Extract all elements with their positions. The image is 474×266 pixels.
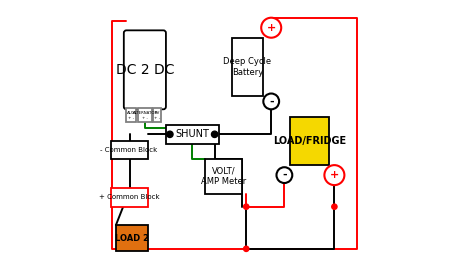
FancyBboxPatch shape [138, 108, 152, 122]
FancyBboxPatch shape [166, 125, 219, 144]
Circle shape [211, 131, 218, 138]
Circle shape [261, 18, 281, 38]
FancyBboxPatch shape [110, 188, 147, 207]
Circle shape [264, 94, 279, 109]
Circle shape [276, 167, 292, 183]
FancyBboxPatch shape [232, 38, 264, 96]
FancyBboxPatch shape [116, 225, 147, 251]
FancyBboxPatch shape [205, 159, 242, 194]
Text: Deep Cycle
Battery: Deep Cycle Battery [223, 57, 272, 77]
Text: +: + [266, 23, 276, 33]
Text: DC 2 DC: DC 2 DC [116, 63, 174, 77]
FancyBboxPatch shape [127, 108, 137, 122]
Text: PV
+ -: PV + - [154, 111, 160, 119]
Circle shape [324, 165, 345, 185]
Text: AUX
+ -: AUX + - [127, 111, 136, 119]
FancyBboxPatch shape [110, 141, 147, 159]
Text: VOLT/
AMP Meter: VOLT/ AMP Meter [201, 167, 246, 186]
Text: + Common Block: + Common Block [99, 194, 159, 201]
Circle shape [332, 204, 337, 209]
Circle shape [244, 246, 249, 251]
FancyBboxPatch shape [124, 30, 166, 109]
Text: ALTERNATOR
+ -: ALTERNATOR + - [133, 111, 158, 119]
Text: LOAD 2: LOAD 2 [115, 234, 149, 243]
Text: SHUNT: SHUNT [175, 129, 209, 139]
Circle shape [244, 204, 249, 209]
Circle shape [167, 131, 173, 138]
Text: -: - [269, 96, 273, 106]
Text: LOAD/FRIDGE: LOAD/FRIDGE [273, 136, 346, 146]
FancyBboxPatch shape [290, 117, 329, 165]
FancyBboxPatch shape [153, 108, 161, 122]
Text: -: - [282, 170, 287, 180]
Text: +: + [330, 170, 339, 180]
Text: - Common Block: - Common Block [100, 147, 158, 153]
